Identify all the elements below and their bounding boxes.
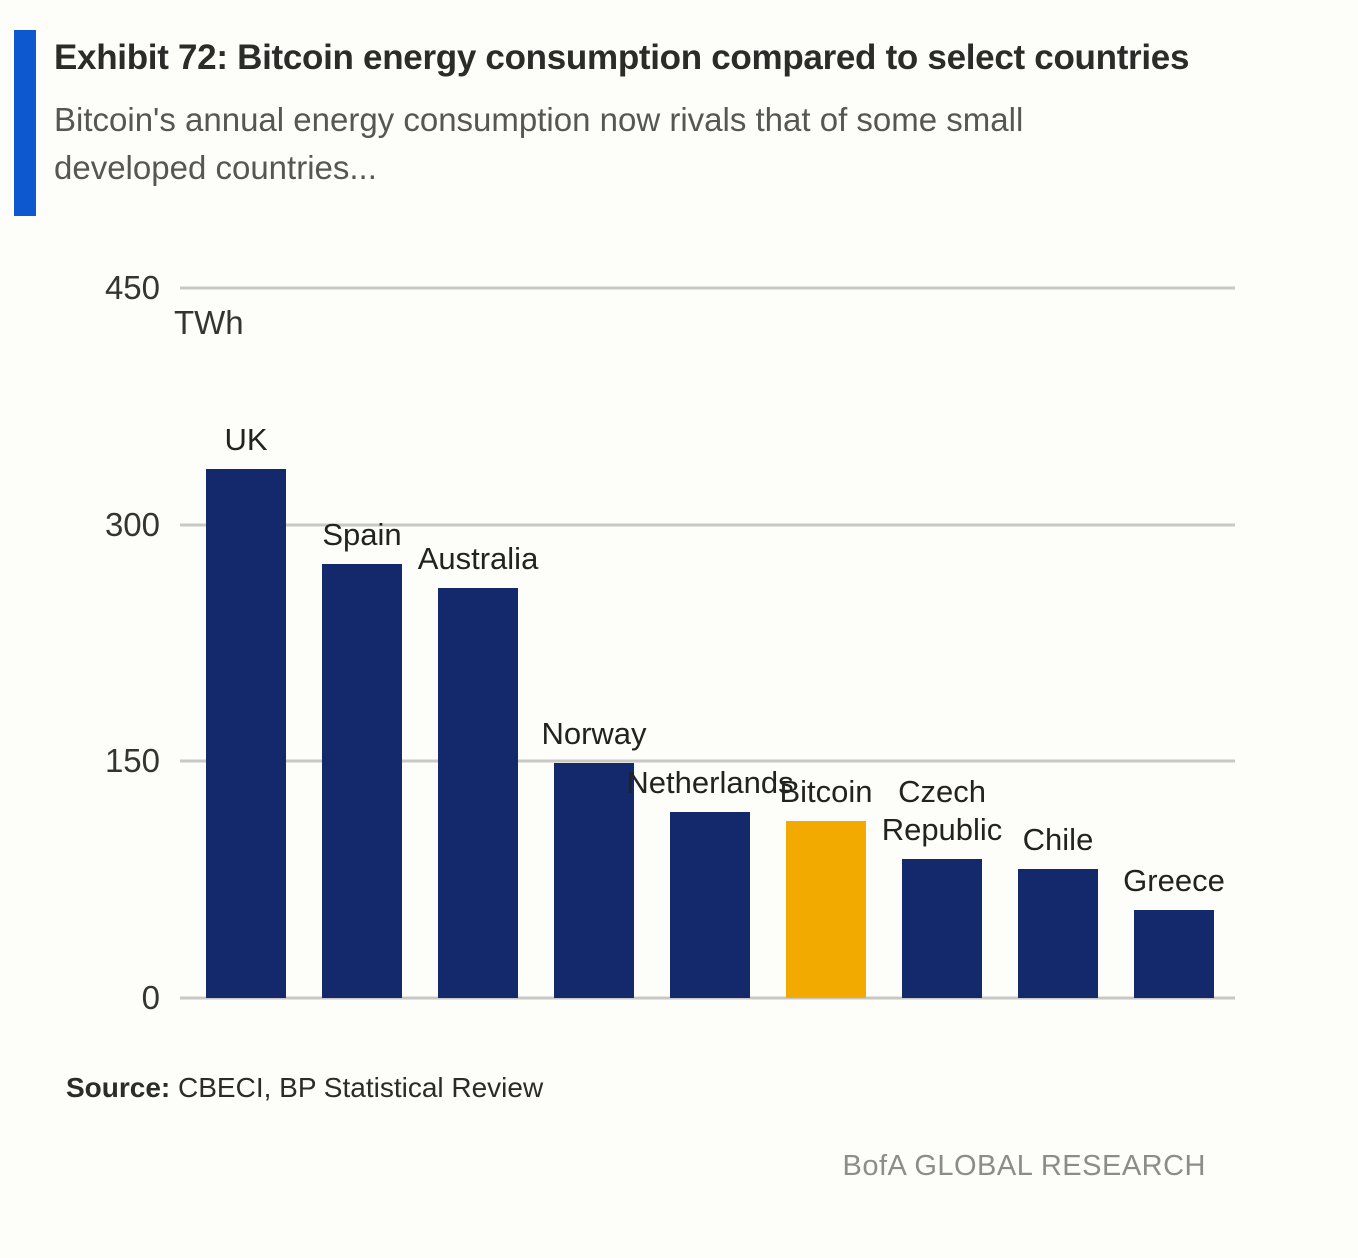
bar-label-bitcoin: Bitcoin (779, 774, 873, 810)
bar-label-czech-republic: Czech Republic (881, 774, 1003, 848)
bar-label-spain: Spain (322, 517, 402, 553)
bar-chart: TWh UK Spain Australia Norway Netherlands Bit… (105, 269, 1235, 1016)
bar-czech-republic (902, 859, 982, 998)
gridline (180, 759, 1235, 763)
bar-chile (1018, 868, 1098, 998)
bar-label-norway: Norway (541, 715, 647, 751)
y-tick-label: 150 (104, 742, 160, 780)
bar-group-bitcoin: Bitcoin (779, 774, 873, 998)
source-line: Source: CBECI, BP Statistical Review (66, 1072, 1358, 1104)
bars-container: UK Spain Australia Norway Netherlands Bitcoin… (180, 422, 1235, 998)
bar-label-greece: Greece (1123, 862, 1225, 898)
bar-norway (554, 762, 634, 998)
y-axis-unit-label: TWh (174, 304, 244, 341)
accent-bar (14, 30, 36, 216)
bar-label-netherlands: Netherlands (626, 764, 794, 800)
gridline (180, 996, 1235, 1000)
brand-line: BofA GLOBAL RESEARCH (842, 1150, 1206, 1182)
bar-netherlands (670, 811, 750, 998)
exhibit-header: Exhibit 72: Bitcoin energy consumption c… (0, 0, 1358, 216)
bar-spain (322, 564, 402, 998)
bar-label-uk: UK (224, 422, 268, 458)
subtitle-line-1: Bitcoin's annual energy consumption now … (54, 101, 1024, 138)
bar-group-uk: UK (206, 422, 286, 998)
gridline (180, 286, 1235, 290)
bar-group-netherlands: Netherlands (626, 765, 794, 998)
bar-uk (206, 469, 286, 998)
gridline (180, 523, 1235, 527)
y-tick-label: 450 (104, 269, 160, 306)
bar-bitcoin (786, 821, 866, 998)
subtitle-line-2: developed countries... (54, 149, 377, 186)
bar-group-spain: Spain (322, 517, 402, 998)
y-tick-label: 300 (104, 505, 160, 543)
exhibit-title: Exhibit 72: Bitcoin energy consumption c… (54, 38, 1190, 77)
bar-group-chile: Chile (1018, 822, 1098, 998)
source-label: Source: (66, 1072, 171, 1103)
bar-label-chile: Chile (1022, 821, 1094, 857)
bar-label-australia: Australia (417, 540, 539, 576)
exhibit-subtitle: Bitcoin's annual energy consumption now … (54, 96, 1189, 192)
y-tick-label: 0 (141, 979, 160, 1016)
bar-group-czech-republic: Czech Republic (882, 774, 1002, 998)
bar-australia (438, 587, 518, 998)
bar-greece (1134, 909, 1214, 998)
source-text: CBECI, BP Statistical Review (178, 1072, 544, 1103)
title-block: Exhibit 72: Bitcoin energy consumption c… (54, 30, 1189, 216)
bar-group-greece: Greece (1123, 863, 1225, 998)
bar-group-norway: Norway (541, 716, 647, 998)
bar-group-australia: Australia (418, 541, 538, 998)
